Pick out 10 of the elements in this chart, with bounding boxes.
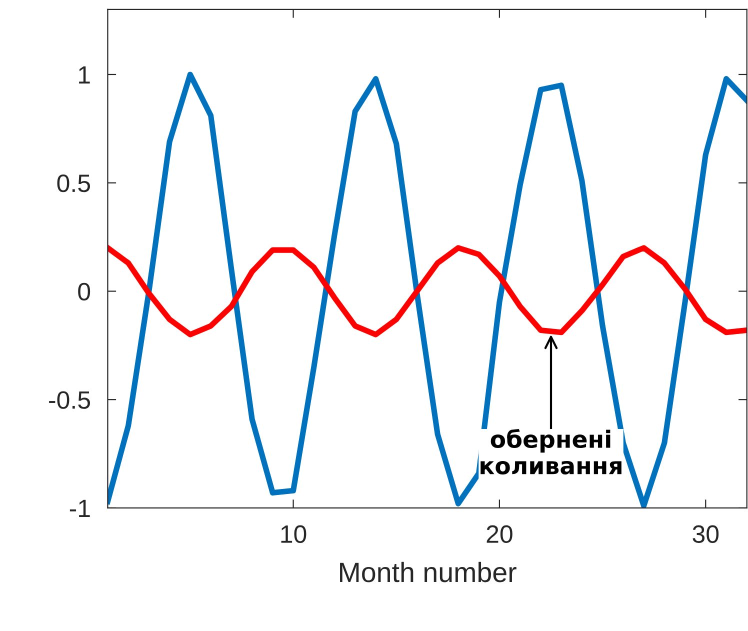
y-tick-label: 0.5	[57, 174, 90, 192]
annotation: обернені коливання	[480, 429, 622, 474]
x-axis-title: Month number	[340, 562, 516, 582]
x-tick-label: 30	[692, 525, 719, 543]
y-tick-label: 1	[79, 66, 90, 84]
x-tick-label: 20	[486, 525, 512, 543]
y-tick-label: -0.5	[49, 391, 90, 409]
y-tick-label: 0	[78, 282, 90, 301]
x-tick-label: 10	[281, 525, 306, 543]
y-tick-label: -1	[70, 500, 90, 518]
